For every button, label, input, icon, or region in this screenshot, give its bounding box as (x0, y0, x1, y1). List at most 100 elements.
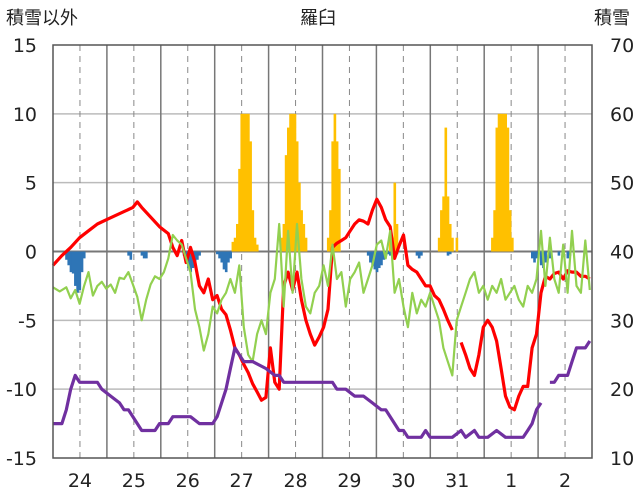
negative-bar (229, 251, 232, 259)
snowfall-bar (338, 168, 341, 252)
negative-bar (196, 251, 199, 260)
negative-bar (67, 251, 71, 266)
lines-layer (51, 197, 592, 439)
negative-bar (373, 251, 377, 270)
snowfall-bar (240, 113, 244, 252)
x-tick: 28 (283, 470, 307, 492)
snowfall-bar (491, 237, 494, 252)
y-tick-left: 0 (25, 242, 37, 264)
negative-bar (145, 251, 148, 259)
negative-bar (227, 251, 230, 263)
negative-bar (531, 251, 534, 259)
negative-bar (65, 251, 68, 260)
negative-bar (448, 251, 452, 255)
negative-bar (80, 251, 84, 273)
snowfall-bar (295, 141, 299, 252)
snowfall-bar (289, 113, 292, 252)
negative-bar (127, 251, 130, 256)
negative-bar (220, 251, 224, 263)
snowfall-bar (255, 244, 259, 252)
negative-bar (76, 251, 79, 293)
x-tick: 29 (337, 470, 361, 492)
snowfall-bar (495, 127, 499, 252)
snowfall-bar (493, 210, 496, 252)
snowfall-bar (451, 237, 454, 252)
y-tick-right: 10 (610, 448, 634, 470)
snowfall-bar (511, 237, 514, 252)
snowfall-bar (231, 241, 235, 252)
snowfall-bar (284, 155, 288, 252)
negative-bar (533, 251, 536, 263)
snowfall-bar (333, 113, 337, 252)
negative-bar (218, 251, 221, 259)
temperature-line (51, 197, 454, 402)
snowfall-bar (280, 237, 283, 252)
negative-bar (417, 251, 421, 259)
snowfall-bar (448, 223, 452, 252)
snowfall-bar (455, 237, 459, 252)
negative-bar (566, 251, 570, 259)
snowfall-bar (238, 168, 241, 252)
snow_depth-line (53, 346, 543, 439)
snowfall-bar (437, 237, 441, 252)
negative-bar (386, 251, 390, 255)
snowfall-bar (499, 113, 503, 252)
snowfall-bar (233, 237, 237, 252)
negative-bar (369, 251, 372, 263)
snowfall-bar (235, 223, 239, 252)
x-tick: 24 (68, 470, 92, 492)
negative-bar (82, 251, 86, 259)
snowfall-bar (244, 113, 248, 252)
snowfall-bar (291, 113, 295, 252)
snowfall-bar (249, 141, 252, 252)
y-axis-label-left: 積雪以外 (6, 8, 78, 29)
negative-bar (216, 251, 219, 255)
negative-bar (74, 251, 77, 286)
snowfall-bar (293, 113, 297, 252)
negative-bar (539, 251, 543, 266)
snowfall-bar (298, 182, 301, 252)
x-tick: 1 (505, 470, 517, 492)
negative-bar (224, 251, 228, 273)
negative-bar (544, 251, 547, 263)
snowfall-bar (302, 223, 306, 252)
snowfall-bar (508, 210, 512, 252)
y-tick-left: -5 (18, 310, 37, 332)
snowfall-bar (287, 127, 290, 252)
bars-layer (62, 113, 572, 293)
snowfall-bar (300, 210, 303, 252)
snowfall-bar (442, 196, 445, 252)
y-tick-right: 50 (610, 173, 634, 195)
negative-bar (375, 251, 379, 273)
x-tick: 30 (391, 470, 415, 492)
negative-bar (371, 251, 374, 266)
chart-title: 羅臼 (300, 8, 336, 29)
snowfall-bar (446, 196, 450, 252)
x-tick: 25 (122, 470, 146, 492)
negative-bar (140, 251, 144, 256)
snowfall-bar (335, 141, 339, 252)
negative-bar (548, 251, 552, 259)
snowfall-bar (326, 237, 330, 252)
snowfall-bar (502, 113, 505, 252)
snowfall-bar (331, 141, 334, 252)
snowfall-bar (242, 113, 246, 252)
snowfall-bar (440, 210, 443, 252)
y-tick-right: 20 (610, 379, 634, 401)
negative-bar (222, 251, 226, 270)
snowfall-bar (282, 223, 286, 252)
negative-bar (415, 251, 419, 256)
negative-bar (71, 251, 75, 274)
snowfall-bar (506, 127, 510, 252)
negative-bar (446, 251, 450, 256)
negative-bar (78, 251, 82, 291)
snowfall-bar (247, 113, 250, 252)
negative-bar (69, 251, 73, 273)
snowfall-bar (497, 113, 501, 252)
x-tick: 26 (176, 470, 200, 492)
snowfall-bar (393, 182, 397, 252)
negative-bar (535, 251, 539, 259)
negative-bar (142, 251, 146, 259)
